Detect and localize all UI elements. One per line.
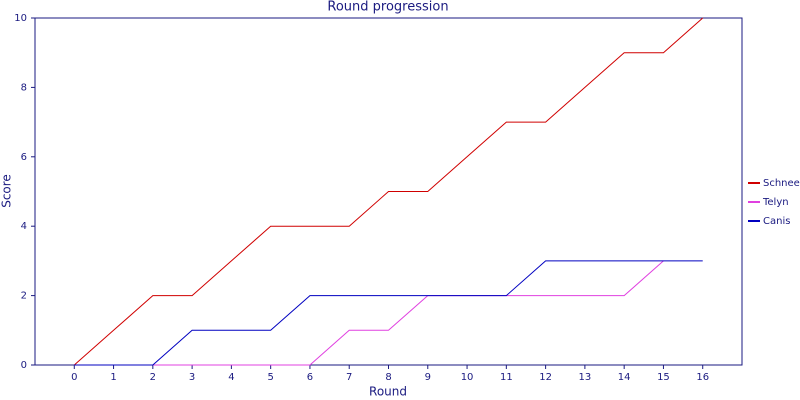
- x-tick-label: 5: [267, 372, 273, 383]
- y-tick-label: 10: [14, 13, 27, 24]
- y-tick-label: 4: [21, 221, 27, 232]
- x-tick-label: 0: [71, 372, 77, 383]
- series-line: [74, 260, 703, 366]
- x-tick-label: 7: [346, 372, 352, 383]
- x-axis-label: Round: [369, 385, 407, 399]
- x-tick-label: 11: [500, 372, 513, 383]
- legend-label: Telyn: [762, 197, 789, 208]
- x-tick-label: 15: [657, 372, 670, 383]
- x-tick-label: 14: [618, 372, 631, 383]
- x-tick-label: 3: [189, 372, 195, 383]
- x-tick-label: 4: [228, 372, 234, 383]
- x-tick-label: 10: [461, 372, 474, 383]
- legend-label: Canis: [763, 216, 790, 227]
- chart-title: Round progression: [327, 0, 448, 15]
- y-tick-label: 8: [21, 82, 27, 93]
- y-axis-label: Score: [0, 174, 14, 208]
- series-line: [74, 260, 664, 366]
- x-tick-label: 13: [579, 372, 592, 383]
- y-tick-label: 6: [21, 152, 27, 163]
- y-tick-label: 0: [21, 360, 27, 371]
- x-tick-label: 12: [539, 372, 552, 383]
- x-tick-label: 2: [150, 372, 156, 383]
- x-tick-label: 6: [307, 372, 313, 383]
- legend-label: Schnee: [763, 178, 800, 189]
- y-tick-label: 2: [21, 291, 27, 302]
- x-tick-label: 16: [696, 372, 709, 383]
- x-tick-label: 8: [385, 372, 391, 383]
- x-tick-label: 9: [425, 372, 431, 383]
- series-line: [73, 17, 704, 366]
- x-tick-label: 1: [110, 372, 116, 383]
